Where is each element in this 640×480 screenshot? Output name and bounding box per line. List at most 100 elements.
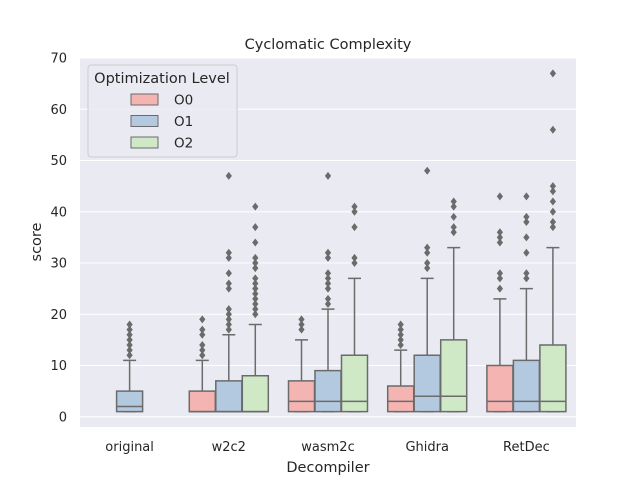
legend-swatch	[130, 115, 159, 127]
outlier-point	[496, 284, 504, 293]
box	[539, 69, 567, 413]
outlier-point	[126, 320, 133, 329]
y-tick-label: 10	[50, 359, 67, 374]
box-body	[215, 380, 243, 413]
outlier-point	[496, 269, 504, 278]
box-body	[241, 375, 270, 413]
box-body	[287, 380, 316, 413]
outlier-point	[324, 300, 332, 308]
outlier-point	[549, 223, 557, 232]
box	[340, 202, 369, 413]
box	[439, 197, 468, 413]
y-tick-label: 70	[50, 52, 67, 67]
outlier-point	[549, 207, 557, 216]
box-body	[188, 390, 217, 413]
outlier-point	[225, 269, 232, 278]
outlier-point	[225, 325, 232, 334]
outlier-point	[252, 259, 259, 267]
outlier-point	[450, 202, 457, 211]
outlier-point	[549, 197, 557, 206]
outlier-point	[351, 207, 358, 216]
y-tick-label: 0	[59, 410, 67, 425]
outlier-point	[450, 197, 457, 206]
outlier-point	[450, 223, 457, 232]
outlier-point	[225, 248, 232, 257]
outlier-point	[225, 253, 232, 262]
outlier-point	[126, 346, 133, 355]
outlier-point	[252, 300, 259, 308]
outlier-point	[126, 325, 133, 334]
x-tick-label: wasm2c	[301, 440, 354, 455]
outlier-point	[450, 228, 457, 237]
box-body	[340, 354, 369, 413]
outlier-point	[424, 248, 431, 257]
outlier-point	[324, 284, 332, 293]
outlier-point	[397, 320, 404, 329]
box-body	[115, 390, 144, 413]
x-tick-label: w2c2	[212, 440, 246, 455]
outlier-point	[496, 233, 504, 242]
outlier-point	[450, 212, 457, 221]
legend-swatch	[130, 136, 159, 149]
outlier-point	[496, 238, 504, 247]
outlier-point	[324, 248, 332, 257]
outlier-point	[225, 284, 232, 293]
box-body	[539, 344, 567, 413]
legend-item: O2	[130, 136, 193, 152]
outlier-point	[496, 228, 504, 237]
outlier-point	[397, 325, 404, 334]
chart-title: Cyclomatic Complexity	[245, 37, 412, 53]
box	[188, 315, 217, 413]
outlier-point	[298, 315, 305, 324]
box-body	[439, 339, 468, 413]
y-tick-label: 60	[50, 103, 67, 118]
outlier-point	[351, 253, 358, 262]
outlier-point	[252, 289, 259, 298]
outlier-point	[252, 279, 259, 288]
legend-title: Optimization Level	[94, 71, 230, 87]
outlier-point	[424, 264, 431, 273]
y-tick-label: 40	[50, 205, 67, 220]
series-o2	[241, 69, 567, 413]
outlier-point	[351, 259, 358, 267]
outlier-point	[199, 341, 206, 349]
outlier-point	[199, 351, 206, 360]
box	[386, 320, 415, 413]
outlier-point	[424, 259, 431, 267]
outlier-point	[496, 274, 504, 283]
outlier-point	[252, 253, 259, 262]
outlier-point	[252, 310, 259, 319]
legend-label: O0	[174, 93, 193, 109]
outlier-point	[126, 330, 133, 339]
x-tick-label: RetDec	[503, 440, 550, 455]
outlier-point	[252, 305, 259, 314]
outlier-point	[523, 248, 530, 257]
outlier-point	[549, 218, 557, 226]
outlier-point	[523, 269, 530, 278]
outlier-point	[324, 274, 332, 283]
outlier-point	[199, 346, 206, 355]
outlier-point	[549, 182, 557, 191]
x-tick-labels: original w2c2 wasm2c Ghidra RetDec	[105, 440, 549, 455]
box	[215, 171, 243, 413]
outlier-point	[252, 264, 259, 273]
legend-swatch	[130, 93, 159, 106]
box-body	[386, 385, 415, 413]
legend-item: O0	[130, 93, 193, 109]
legend-items: O0 O1 O2	[130, 93, 193, 152]
y-axis-title: score	[29, 222, 45, 261]
outlier-point	[397, 341, 404, 349]
outlier-point	[225, 320, 232, 329]
y-tick-labels: 0 10 20 30 40 50 60 70	[50, 52, 67, 426]
box	[115, 320, 144, 413]
y-tick-label: 20	[50, 308, 67, 323]
series-o0	[188, 192, 514, 413]
outlier-point	[199, 315, 206, 324]
outlier-point	[126, 341, 133, 349]
outlier-point	[523, 192, 530, 201]
box	[241, 202, 270, 413]
outlier-point	[199, 330, 206, 339]
outlier-point	[298, 320, 305, 329]
outlier-point	[199, 325, 206, 334]
